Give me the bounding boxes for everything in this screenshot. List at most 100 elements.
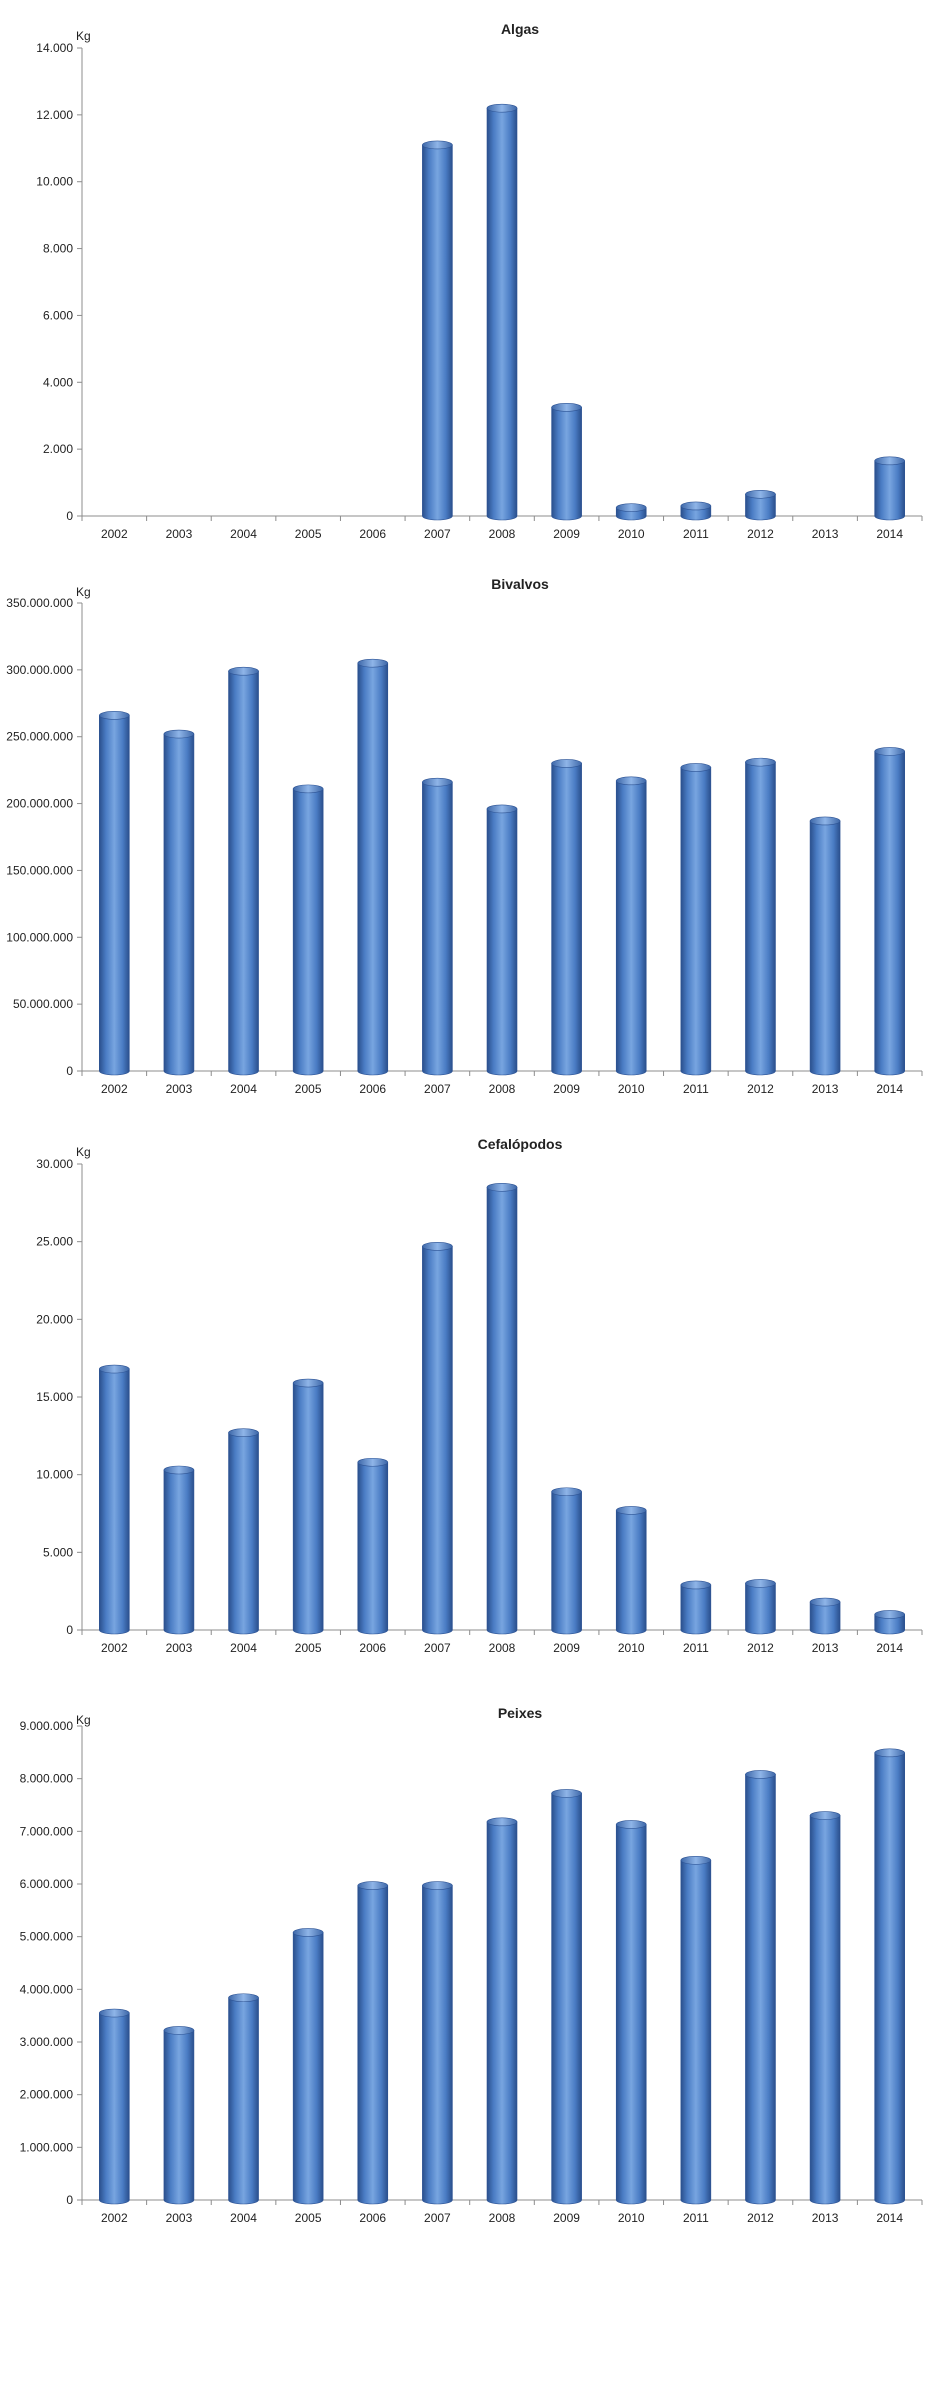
bar-body bbox=[357, 1885, 389, 2205]
bar-2006 bbox=[357, 1457, 389, 1635]
bar-cap bbox=[745, 489, 776, 499]
x-tick-label: 2008 bbox=[489, 527, 516, 541]
bar-body bbox=[874, 751, 905, 1076]
x-tick-label: 2013 bbox=[812, 2211, 839, 2225]
bar-body bbox=[874, 460, 905, 521]
bar-2006 bbox=[357, 658, 389, 1076]
x-tick-label: 2012 bbox=[747, 527, 774, 541]
bar-body bbox=[292, 1932, 324, 2205]
y-tick-label: 7.000.000 bbox=[20, 1824, 74, 1838]
bar-2010 bbox=[615, 503, 647, 521]
bar-cap bbox=[874, 456, 905, 466]
bar-2013 bbox=[809, 1811, 841, 2205]
bar-cap bbox=[228, 1428, 259, 1438]
bar-cap bbox=[874, 747, 905, 756]
x-tick-label: 2004 bbox=[230, 1082, 257, 1096]
bar-body bbox=[874, 1614, 905, 1635]
y-tick-label: 4.000.000 bbox=[20, 1982, 74, 1996]
y-tick-label: 10.000 bbox=[36, 175, 73, 189]
y-tick-label: 250.000.000 bbox=[6, 730, 73, 744]
y-tick-label: 30.000 bbox=[36, 1157, 73, 1171]
x-tick-label: 2013 bbox=[812, 1082, 839, 1096]
y-tick-label: 14.000 bbox=[36, 41, 73, 55]
bar-cap bbox=[357, 658, 389, 668]
y-tick-label: 2.000.000 bbox=[20, 2088, 74, 2102]
bar-body bbox=[422, 1246, 453, 1635]
x-tick-label: 2004 bbox=[230, 2211, 257, 2225]
y-tick-label: 300.000.000 bbox=[6, 663, 73, 677]
bar-cap bbox=[228, 666, 259, 676]
bar-cap bbox=[615, 1820, 647, 1829]
bar-2002 bbox=[99, 711, 130, 1076]
bar-2002 bbox=[99, 1364, 130, 1635]
bar-body bbox=[486, 107, 518, 521]
x-tick-label: 2009 bbox=[553, 1641, 580, 1655]
bar-body bbox=[680, 1584, 712, 1635]
bar-2011 bbox=[680, 1580, 712, 1635]
x-tick-label: 2011 bbox=[683, 527, 709, 541]
bar-cap bbox=[745, 1579, 776, 1588]
bar-cap bbox=[874, 1748, 905, 1758]
bar-body bbox=[163, 1469, 195, 1635]
bar-body bbox=[228, 1997, 259, 2205]
bar-body bbox=[551, 1491, 582, 1635]
x-tick-label: 2013 bbox=[812, 1641, 839, 1655]
y-tick-label: 9.000.000 bbox=[20, 1719, 74, 1733]
bar-body bbox=[745, 493, 776, 521]
bar-cap bbox=[163, 1465, 195, 1475]
bar-2003 bbox=[163, 2026, 195, 2205]
bar-cap bbox=[422, 777, 453, 787]
bar-cap bbox=[228, 1993, 259, 2003]
bar-body bbox=[615, 1824, 647, 2205]
y-tick-label: 12.000 bbox=[36, 108, 73, 122]
x-tick-label: 2002 bbox=[101, 527, 128, 541]
bar-2005 bbox=[292, 1928, 324, 2205]
bar-body bbox=[615, 1510, 647, 1635]
bar-cap bbox=[422, 140, 453, 150]
bar-body bbox=[551, 763, 582, 1076]
chart-algas: Algas Kg 0 2.000 4.000 6.000 8.000 10.000 12.000… bbox=[36, 21, 923, 541]
x-tick-label: 2002 bbox=[101, 2211, 128, 2225]
bar-cap bbox=[615, 1506, 647, 1515]
y-tick-label: 25.000 bbox=[36, 1235, 73, 1249]
x-tick-label: 2006 bbox=[359, 527, 386, 541]
bar-2010 bbox=[615, 776, 647, 1076]
bar-cap bbox=[809, 1597, 841, 1607]
bar-body bbox=[745, 1583, 776, 1635]
bar-cap bbox=[615, 503, 647, 512]
bar-cap bbox=[551, 1487, 582, 1497]
bar-2012 bbox=[745, 1770, 776, 2205]
y-axis-unit-label: Kg bbox=[76, 1713, 91, 1727]
bar-cap bbox=[357, 1457, 389, 1467]
bar-2003 bbox=[163, 729, 195, 1076]
x-tick-label: 2013 bbox=[812, 527, 839, 541]
bar-cap bbox=[551, 403, 582, 412]
x-tick-label: 2007 bbox=[424, 527, 451, 541]
chart-title: Cefalópodos bbox=[478, 1136, 563, 1152]
bar-body bbox=[357, 662, 389, 1076]
y-tick-label: 10.000 bbox=[36, 1468, 73, 1482]
bar-2012 bbox=[745, 489, 776, 521]
x-tick-label: 2003 bbox=[166, 527, 193, 541]
x-tick-label: 2014 bbox=[876, 527, 903, 541]
y-tick-label: 350.000.000 bbox=[6, 596, 73, 610]
x-tick-label: 2010 bbox=[618, 1641, 645, 1655]
bar-cap bbox=[292, 784, 324, 794]
bar-cap bbox=[486, 103, 518, 113]
bar-cap bbox=[163, 729, 195, 739]
bar-body bbox=[99, 715, 130, 1076]
bar-2013 bbox=[809, 816, 841, 1076]
bar-2010 bbox=[615, 1506, 647, 1635]
x-tick-label: 2012 bbox=[747, 1082, 774, 1096]
x-tick-label: 2003 bbox=[166, 1082, 193, 1096]
bar-cap bbox=[551, 759, 582, 768]
bar-2006 bbox=[357, 1881, 389, 2205]
x-tick-label: 2010 bbox=[618, 1082, 645, 1096]
bar-2005 bbox=[292, 784, 324, 1076]
bar-2004 bbox=[228, 666, 259, 1076]
bar-2013 bbox=[809, 1597, 841, 1635]
x-tick-label: 2014 bbox=[876, 1641, 903, 1655]
y-tick-label: 3.000.000 bbox=[20, 2035, 74, 2049]
bar-2007 bbox=[422, 1242, 453, 1635]
bar-2014 bbox=[874, 1748, 905, 2205]
